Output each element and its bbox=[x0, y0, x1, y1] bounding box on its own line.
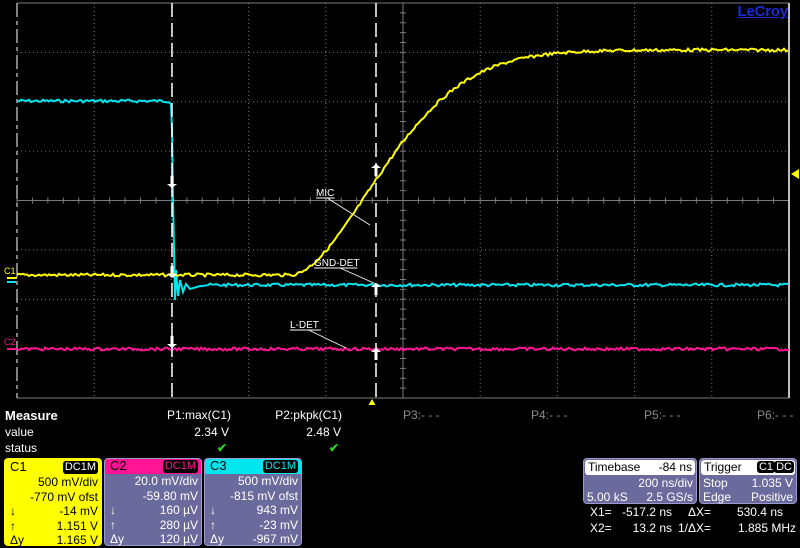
timebase-descriptor[interactable]: Timebase -84 ns 200 ns/div 5.00 kS 2.5 G… bbox=[583, 458, 697, 504]
channel-c3-cursor-up: -23 mV bbox=[259, 517, 298, 532]
x2-value: 13.2 ns bbox=[632, 521, 672, 535]
trigger-mode: Stop bbox=[703, 476, 728, 490]
measure-title: Measure bbox=[5, 408, 58, 423]
param-p6-name[interactable]: P6:- - - bbox=[757, 408, 794, 422]
channel-c1-vdiv: 500 mV/div bbox=[37, 475, 98, 489]
timebase-delay: -84 ns bbox=[658, 460, 692, 474]
cursor-x2-arrow-up-icon bbox=[371, 164, 381, 176]
channel-c2-vdiv: 20.0 mV/div bbox=[134, 474, 198, 488]
channel-c1-cursor-down: -14 mV bbox=[59, 504, 98, 518]
delta-x-value: 530.4 ns bbox=[736, 505, 783, 519]
channel-c3-cursor-down: 943 mV bbox=[256, 503, 298, 517]
trigger-coupling-badge: DC bbox=[774, 461, 794, 473]
param-p1-status-check-icon: ✔ bbox=[216, 441, 227, 455]
param-p1-value: 2.34 V bbox=[194, 425, 229, 439]
param-p4-name[interactable]: P4:- - - bbox=[531, 408, 568, 422]
channel-c2-cursor-up: 280 µV bbox=[159, 517, 198, 532]
cursor-up-arrow-icon: ↑ bbox=[10, 518, 16, 533]
cursor-x2-arrow-up-icon bbox=[371, 348, 381, 360]
status-label: status bbox=[5, 441, 38, 455]
x1-value: -517.2 ns bbox=[621, 505, 672, 519]
trace-label-l-det: L-DET bbox=[290, 320, 319, 331]
channel-c3-vdiv: 500 mV/div bbox=[237, 474, 298, 488]
channel-c3-offset: -815 mV ofst bbox=[229, 488, 298, 503]
cursor-x1-arrow-down-icon bbox=[167, 266, 177, 278]
channel-c3-coupling-badge: DC1M bbox=[262, 460, 298, 473]
trigger-type: Edge bbox=[703, 490, 732, 504]
x1-label: X1= bbox=[590, 505, 612, 519]
inverse-delta-x-label: 1/ΔX= bbox=[678, 521, 712, 535]
channel-c3-descriptor[interactable]: C3 DC1M 500 mV/div -815 mV ofst ↓ 943 mV … bbox=[204, 458, 302, 546]
x2-label: X2= bbox=[590, 521, 612, 535]
channel-c2-name: C2 bbox=[110, 458, 127, 473]
delta-x-label: ΔX= bbox=[688, 505, 712, 519]
timebase-sample-rate: 2.5 GS/s bbox=[646, 490, 693, 504]
lecroy-logo: LeCroy bbox=[737, 3, 789, 20]
cursor-down-arrow-icon: ↓ bbox=[210, 503, 216, 517]
trace-label-mic: MIC bbox=[316, 188, 334, 199]
channel-c2-cursor-down: 160 µV bbox=[159, 503, 198, 517]
value-label: value bbox=[5, 425, 34, 439]
trigger-position-marker-icon bbox=[368, 399, 376, 405]
trigger-level-marker-icon bbox=[791, 169, 799, 179]
trace-label-gnd-det: GND-DET bbox=[314, 258, 360, 269]
cursor-x1-arrow-down-icon bbox=[167, 336, 177, 348]
param-p5-name[interactable]: P5:- - - bbox=[644, 408, 681, 422]
timebase-samples: 5.00 kS bbox=[587, 490, 628, 504]
channel-c1-descriptor[interactable]: C1 DC1M 500 mV/div -770 mV ofst ↓ -14 mV … bbox=[4, 458, 102, 547]
channel-c2-delta-y: 120 µV bbox=[159, 532, 198, 546]
trigger-source-badge: C1 bbox=[756, 461, 775, 473]
cursor-x2-arrow-up-icon bbox=[371, 283, 381, 295]
channel-marker-c1: C1 bbox=[4, 266, 16, 276]
waveform-display[interactable]: MIC GND-DET L-DET C1 C2 LeCroy bbox=[0, 0, 800, 405]
cursor-readout: X1= -517.2 ns ΔX= 530.4 ns X2= 13.2 ns 1… bbox=[586, 505, 800, 537]
param-p3-name[interactable]: P3:- - - bbox=[403, 408, 440, 422]
trace-c3-gnd-det bbox=[16, 98, 788, 301]
param-p2-value: 2.48 V bbox=[306, 425, 341, 439]
channel-c1-offset: -770 mV ofst bbox=[29, 489, 98, 504]
trigger-descriptor[interactable]: Trigger C1 DC Stop 1.035 V Edge Positive bbox=[699, 458, 797, 504]
timebase-title: Timebase bbox=[588, 460, 641, 474]
waveform-grid: MIC GND-DET L-DET C1 C2 bbox=[4, 2, 799, 405]
delta-y-label: Δy bbox=[110, 532, 125, 546]
cursor-x1-arrow-down-icon bbox=[167, 176, 177, 188]
cursor-down-arrow-icon: ↓ bbox=[10, 504, 16, 518]
cursor-up-arrow-icon: ↑ bbox=[110, 517, 116, 532]
trace-c2-l-det bbox=[16, 345, 790, 352]
channel-c1-cursor-up: 1.151 V bbox=[56, 518, 98, 533]
channel-marker-c2: C2 bbox=[4, 337, 16, 347]
cursor-down-arrow-icon: ↓ bbox=[110, 503, 116, 517]
delta-y-label: Δy bbox=[10, 533, 25, 547]
inverse-delta-x-value: 1.885 MHz bbox=[737, 521, 796, 535]
delta-y-label: Δy bbox=[210, 532, 225, 546]
param-p1-name[interactable]: P1:max(C1) bbox=[166, 408, 231, 422]
param-p2-status-check-icon: ✔ bbox=[328, 441, 339, 455]
trigger-level: 1.035 V bbox=[751, 476, 793, 490]
channel-c1-delta-y: 1.165 V bbox=[56, 533, 98, 547]
channel-c1-name: C1 bbox=[10, 459, 27, 474]
timebase-tdiv: 200 ns/div bbox=[638, 476, 693, 490]
measure-table: Measure P1:max(C1) P2:pkpk(C1) P3:- - - … bbox=[0, 408, 800, 456]
channel-c2-coupling-badge: DC1M bbox=[162, 460, 198, 473]
channel-c2-descriptor[interactable]: C2 DC1M 20.0 mV/div -59.80 mV ↓ 160 µV ↑ 2… bbox=[104, 458, 202, 546]
trace-c1-mic bbox=[16, 46, 789, 279]
trigger-title: Trigger bbox=[704, 460, 742, 474]
channel-c1-coupling-badge: DC1M bbox=[62, 461, 98, 474]
trigger-slope: Positive bbox=[750, 490, 793, 504]
param-p2-name[interactable]: P2:pkpk(C1) bbox=[275, 408, 342, 422]
channel-c2-offset: -59.80 mV bbox=[142, 488, 198, 503]
cursor-up-arrow-icon: ↑ bbox=[210, 517, 216, 532]
channel-c3-delta-y: -967 mV bbox=[252, 532, 298, 546]
channel-c3-name: C3 bbox=[210, 458, 227, 473]
